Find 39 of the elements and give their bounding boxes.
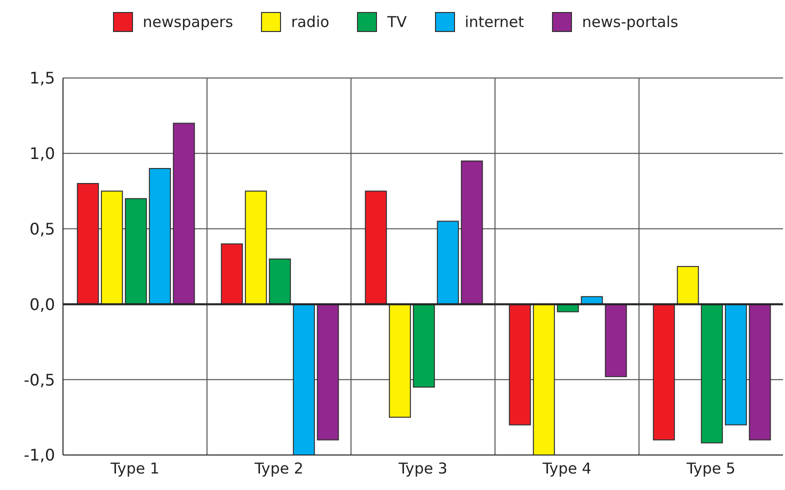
bar [172,122,195,305]
x-tick-label: Type 2 [254,460,304,478]
bar [460,160,483,305]
bar [724,304,747,426]
bar [220,243,243,305]
bar [508,304,531,426]
bar [652,304,675,440]
bar [292,304,315,455]
legend-label: radio [291,13,330,31]
x-tick-label: Type 1 [110,460,160,478]
bar [412,304,435,388]
bar [316,304,339,440]
y-tick-label: -0,5 [24,370,55,390]
legend-label: newspapers [142,13,234,31]
y-tick-label: -1,0 [24,446,55,465]
x-tick-label: Type 5 [686,460,736,478]
legend-label: internet [464,13,524,31]
x-tick-label: Type 4 [542,460,592,478]
bar [748,304,771,440]
bar [436,220,459,305]
y-tick-label: 1,0 [30,144,55,164]
y-tick-label: 0,0 [30,294,55,314]
bar [244,190,267,305]
bar [268,258,291,305]
bar [700,304,723,444]
bar [364,190,387,305]
bar [676,266,699,305]
bar [124,198,147,305]
bar [100,190,123,305]
legend-label: news-portals [582,13,678,31]
legend-label: TV [387,13,407,31]
bar [388,304,411,418]
y-tick-label: 1,5 [30,68,55,88]
bar [604,304,627,378]
bar [148,168,171,305]
bar [532,304,555,455]
y-tick-label: 0,5 [30,219,55,238]
bar [76,183,99,305]
x-tick-label: Type 3 [398,460,448,478]
